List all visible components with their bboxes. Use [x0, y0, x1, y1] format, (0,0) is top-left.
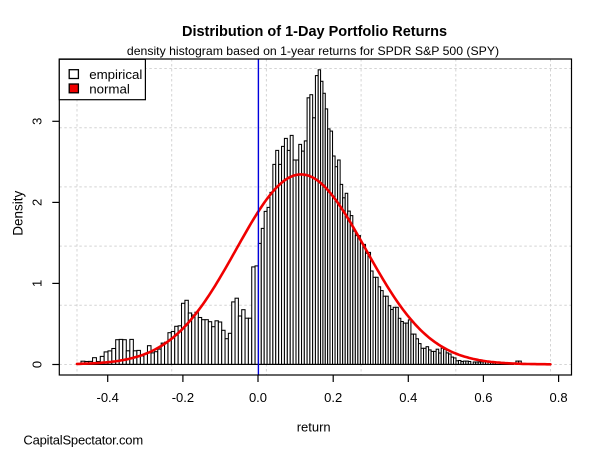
svg-text:1: 1 [29, 280, 44, 287]
svg-text:3: 3 [29, 118, 44, 125]
svg-text:-0.2: -0.2 [172, 390, 194, 405]
svg-text:0: 0 [29, 361, 44, 368]
svg-text:2: 2 [29, 199, 44, 206]
svg-text:empirical: empirical [89, 67, 142, 82]
svg-text:return: return [297, 420, 331, 435]
svg-text:Density: Density [10, 191, 25, 236]
svg-text:0.0: 0.0 [249, 390, 267, 405]
svg-text:0.8: 0.8 [550, 390, 568, 405]
svg-text:density histogram based on 1-y: density histogram based on 1-year return… [127, 44, 499, 58]
svg-text:Distribution of 1-Day Portfoli: Distribution of 1-Day Portfolio Returns [182, 24, 447, 40]
svg-text:-0.4: -0.4 [96, 390, 118, 405]
svg-text:normal: normal [89, 82, 130, 97]
svg-text:0.6: 0.6 [474, 390, 492, 405]
svg-text:CapitalSpectator.com: CapitalSpectator.com [23, 433, 143, 448]
svg-text:0.2: 0.2 [324, 390, 342, 405]
svg-text:0.4: 0.4 [399, 390, 417, 405]
